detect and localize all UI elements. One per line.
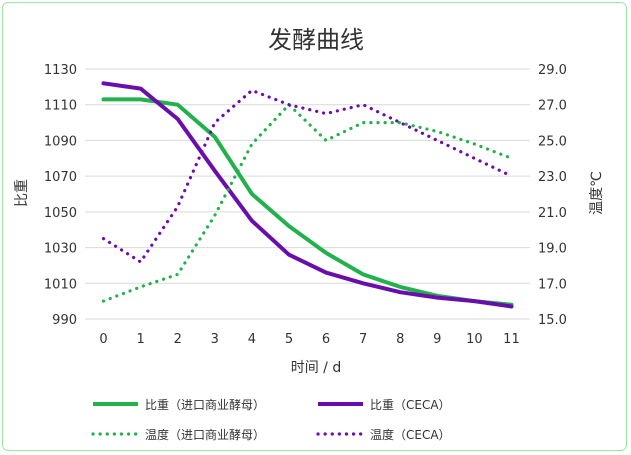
- right-axis-label: 温度℃: [589, 171, 605, 215]
- right-tick-label: 19.0: [538, 242, 567, 257]
- legend-label: 温度（进口商业酵母）: [145, 427, 265, 442]
- right-tick-label: 17.0: [538, 277, 567, 292]
- x-tick-label: 5: [285, 332, 293, 347]
- right-tick-label: 21.0: [538, 206, 567, 221]
- legend: 比重（进口商业酵母） 比重（CECA） 温度（进口商业酵母） 温度（CECA）: [91, 397, 451, 442]
- x-tick-label: 2: [174, 332, 182, 347]
- left-tick-label: 1110: [44, 99, 77, 114]
- chart-title: 发酵曲线: [268, 26, 364, 54]
- left-tick-label: 1130: [44, 63, 77, 78]
- legend-label: 比重（CECA）: [370, 398, 451, 412]
- x-tick-label: 1: [136, 332, 144, 347]
- left-axis-ticks: 990 1010 1030 1050 1070 1090 1110 1130: [44, 63, 77, 328]
- x-axis-ticks: 0 1 2 3 4 5 6 7 8 9 10 11: [99, 332, 519, 347]
- x-tick-label: 4: [248, 332, 256, 347]
- x-tick-label: 8: [396, 332, 404, 347]
- x-tick-label: 10: [466, 332, 483, 347]
- legend-label: 比重（进口商业酵母）: [145, 397, 265, 412]
- x-tick-label: 0: [99, 332, 107, 347]
- x-tick-label: 6: [322, 332, 330, 347]
- series-line-2: [101, 81, 514, 309]
- series-line-4: [101, 88, 514, 264]
- x-tick-label: 11: [503, 332, 520, 347]
- right-tick-label: 25.0: [538, 134, 567, 149]
- x-tick-label: 9: [433, 332, 441, 347]
- right-tick-label: 27.0: [538, 99, 567, 114]
- right-axis-ticks: 15.0 17.0 19.0 21.0 23.0 25.0 27.0 29.0: [538, 63, 567, 328]
- left-tick-label: 1050: [44, 206, 77, 221]
- left-tick-label: 1070: [44, 170, 77, 185]
- x-tick-label: 7: [359, 332, 367, 347]
- left-tick-label: 1030: [44, 242, 77, 257]
- right-tick-label: 23.0: [538, 170, 567, 185]
- x-axis-label: 时间 / d: [291, 360, 342, 376]
- right-tick-label: 15.0: [538, 313, 567, 328]
- x-tick-label: 3: [211, 332, 219, 347]
- left-tick-label: 990: [52, 313, 77, 328]
- left-tick-label: 1010: [44, 277, 77, 292]
- gridlines: [85, 68, 530, 320]
- series-line-1: [101, 97, 514, 307]
- right-tick-label: 29.0: [538, 63, 567, 78]
- series-line-3: [101, 103, 514, 303]
- left-axis-label: 比重: [14, 179, 30, 207]
- left-tick-label: 1090: [44, 134, 77, 149]
- legend-label: 温度（CECA）: [370, 427, 451, 442]
- chart-frame: [2, 2, 627, 451]
- series-lines: [101, 81, 514, 309]
